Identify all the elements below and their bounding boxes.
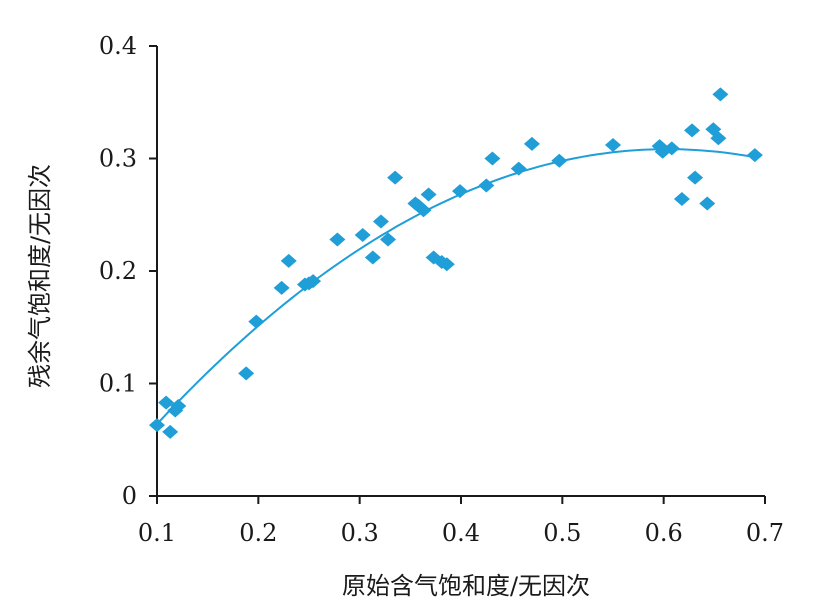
data-point	[420, 187, 437, 202]
data-point	[380, 232, 397, 247]
y-axis-title: 残余气饱和度/无因次	[26, 164, 54, 388]
data-point	[329, 232, 346, 247]
x-tick-label: 0.2	[239, 519, 277, 547]
data-point	[746, 148, 763, 163]
y-tick-label: 0	[122, 482, 137, 510]
x-axis-title: 原始含气饱和度/无因次	[342, 572, 590, 600]
data-point	[510, 161, 527, 176]
data-point	[605, 138, 621, 152]
data-point	[712, 87, 729, 102]
data-point	[663, 141, 680, 156]
axis-ticks: 00.10.20.30.40.1 0.2 0.3 0.4 0.5 0.6 0.7	[99, 32, 784, 547]
data-point	[248, 314, 265, 329]
data-point	[158, 395, 175, 410]
data-point	[372, 214, 389, 229]
data-point	[364, 250, 381, 265]
data-point	[354, 228, 371, 242]
x-tick-label: 0.3	[341, 519, 379, 547]
x-tick-label: 0.5	[543, 519, 581, 547]
x-tick-label: 0.4	[442, 519, 480, 547]
data-points	[149, 87, 763, 439]
data-point	[149, 418, 165, 433]
x-tick-label: 0.7	[746, 519, 784, 547]
y-tick-label: 0.3	[99, 145, 137, 173]
data-point	[710, 131, 727, 146]
data-point	[387, 170, 404, 185]
data-point	[484, 151, 501, 166]
data-point	[162, 424, 179, 439]
data-point	[170, 399, 187, 413]
x-tick-label: 0.1	[138, 519, 176, 547]
data-point	[438, 257, 455, 272]
x-tick-label: 0.6	[645, 519, 683, 547]
data-point	[699, 196, 716, 211]
y-tick-label: 0.4	[99, 32, 137, 60]
data-point	[684, 123, 701, 138]
data-point	[273, 280, 290, 295]
data-point	[280, 253, 297, 268]
data-point	[551, 153, 568, 168]
data-point	[687, 170, 704, 185]
y-tick-label: 0.2	[99, 257, 137, 285]
plot-area: 00.10.20.30.40.1 0.2 0.3 0.4 0.5 0.6 0.7	[99, 32, 784, 547]
y-tick-label: 0.1	[99, 370, 137, 398]
data-point	[523, 136, 540, 151]
data-point	[238, 366, 255, 381]
data-point	[673, 192, 690, 206]
data-point	[478, 178, 495, 193]
data-point	[415, 203, 432, 218]
data-point	[305, 274, 322, 289]
data-point	[451, 184, 468, 199]
